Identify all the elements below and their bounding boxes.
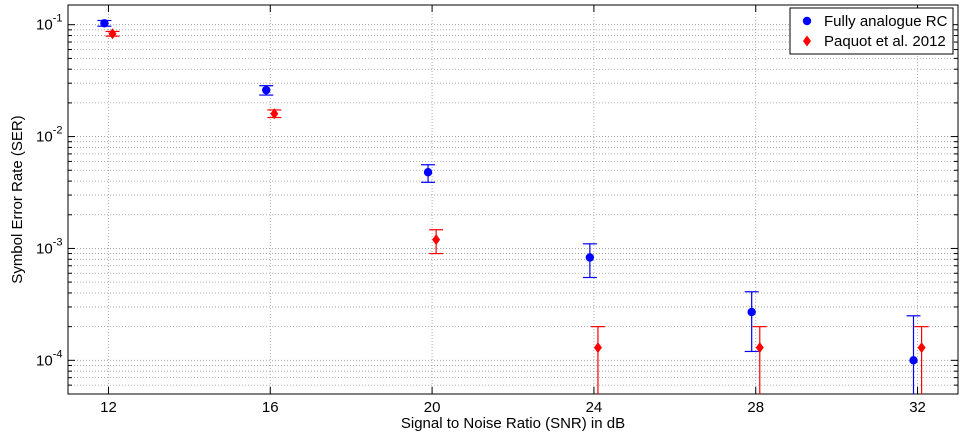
x-tick-label: 12 xyxy=(100,399,117,416)
legend-label-fully-analogue-rc: Fully analogue RC xyxy=(824,13,948,30)
data-point xyxy=(755,342,764,354)
y-tick-label: 10-2 xyxy=(36,125,62,146)
x-tick-label: 20 xyxy=(424,399,441,416)
series-paquot-2012 xyxy=(105,28,929,394)
x-tick-label: 28 xyxy=(747,399,764,416)
data-point xyxy=(262,85,271,95)
data-point xyxy=(270,108,279,120)
data-point xyxy=(593,342,602,354)
data-point xyxy=(100,19,109,28)
data-point xyxy=(432,234,441,246)
legend-label-paquot-2012: Paquot et al. 2012 xyxy=(824,33,946,50)
legend: Fully analogue RC Paquot et al. 2012 xyxy=(789,7,954,55)
data-point xyxy=(108,28,117,40)
data-point xyxy=(747,307,756,317)
grid xyxy=(68,5,958,395)
series-fully-analogue-rc xyxy=(97,19,921,394)
data-point xyxy=(909,356,918,365)
data-point xyxy=(585,253,595,262)
y-tick-label: 10-1 xyxy=(36,13,62,34)
x-tick-label: 32 xyxy=(909,399,926,416)
x-tick-label: 16 xyxy=(262,399,279,416)
legend-marker-paquot-2012 xyxy=(803,35,811,47)
data-point xyxy=(917,342,926,354)
plot-frame xyxy=(67,4,959,395)
series-layer xyxy=(97,19,929,394)
x-tick-label: 24 xyxy=(586,399,603,416)
data-point xyxy=(423,168,433,177)
y-tick-label: 10-4 xyxy=(36,348,62,369)
legend-marker-fully-analogue-rc xyxy=(802,16,812,26)
x-axis-label: Signal to Noise Ratio (SNR) in dB xyxy=(401,415,625,432)
y-tick-label: 10-3 xyxy=(36,236,62,257)
axis-ticks: 12 16 20 24 28 32 10-4 10-3 10-2 10-1 xyxy=(36,5,958,416)
legend-box xyxy=(789,7,954,55)
y-axis-label: Symbol Error Rate (SER) xyxy=(9,115,26,283)
